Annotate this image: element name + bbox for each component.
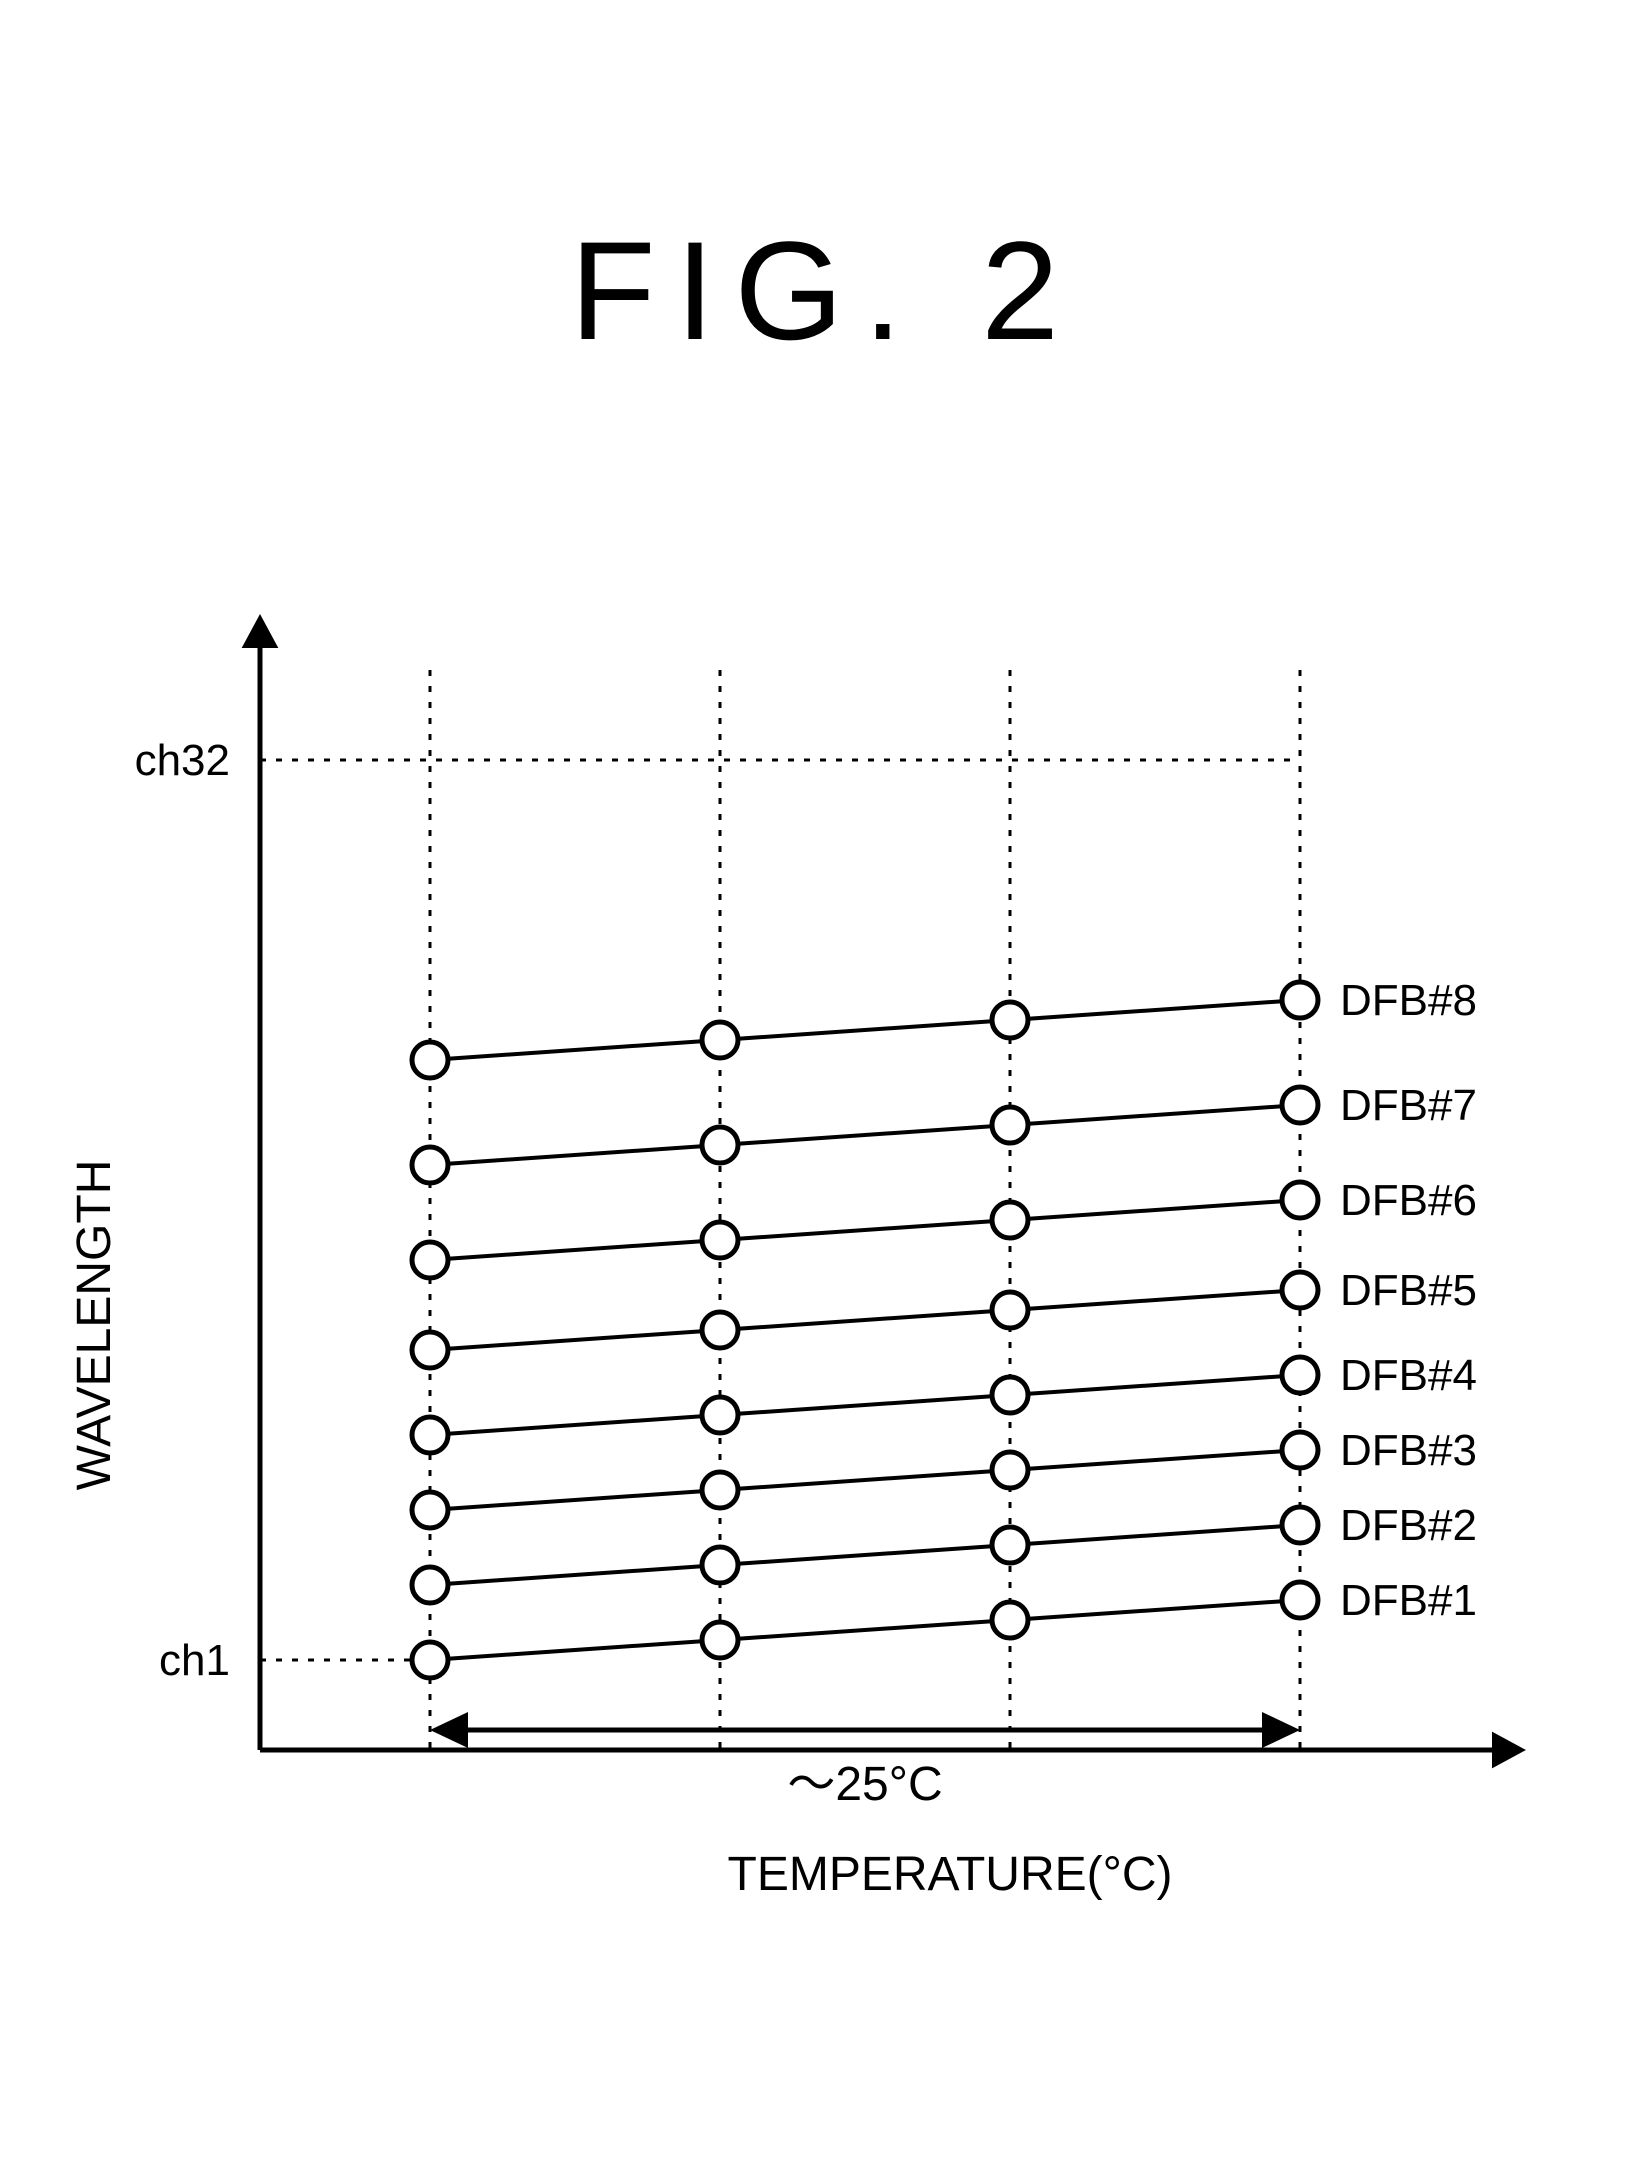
data-marker — [992, 1202, 1028, 1238]
range-label: ～25°C — [787, 1758, 942, 1811]
data-marker — [1282, 1357, 1318, 1393]
data-marker — [702, 1397, 738, 1433]
data-marker — [412, 1332, 448, 1368]
series-line — [430, 1200, 1300, 1260]
data-marker — [1282, 1272, 1318, 1308]
range-arrow-left — [430, 1712, 468, 1748]
figure-title: FIG. 2 — [0, 210, 1649, 372]
data-marker — [702, 1312, 738, 1348]
series-line — [430, 1450, 1300, 1510]
data-marker — [992, 1107, 1028, 1143]
data-marker — [412, 1417, 448, 1453]
ytick-top-label: ch32 — [135, 736, 230, 785]
chart-area: ch32 ch1 WAVELENGTH DFB#1 DFB#2 DFB#3 DFB#4 DFB… — [0, 560, 1649, 2160]
data-marker — [992, 1527, 1028, 1563]
series-line — [430, 1600, 1300, 1660]
series-line — [430, 1290, 1300, 1350]
series-label: DFB#4 — [1340, 1351, 1477, 1400]
data-marker — [702, 1472, 738, 1508]
series-line — [430, 1105, 1300, 1165]
data-marker — [1282, 1182, 1318, 1218]
series-label: DFB#3 — [1340, 1426, 1477, 1475]
data-marker — [412, 1147, 448, 1183]
series-line — [430, 1525, 1300, 1585]
data-marker — [412, 1242, 448, 1278]
data-marker — [412, 1042, 448, 1078]
data-marker — [412, 1492, 448, 1528]
data-marker — [702, 1022, 738, 1058]
series-label: DFB#8 — [1340, 976, 1477, 1025]
y-axis-label: WAVELENGTH — [68, 1160, 121, 1491]
page: FIG. 2 ch32 ch1 WAVELENGTH DFB#1 DFB#2 DFB#3 D… — [0, 0, 1649, 2123]
data-marker — [702, 1622, 738, 1658]
data-marker — [992, 1377, 1028, 1413]
data-marker — [992, 1452, 1028, 1488]
data-marker — [1282, 1087, 1318, 1123]
data-marker — [1282, 982, 1318, 1018]
data-marker — [412, 1567, 448, 1603]
data-marker — [992, 1002, 1028, 1038]
data-marker — [992, 1602, 1028, 1638]
ytick-bottom-label: ch1 — [159, 1636, 230, 1685]
series-line — [430, 1000, 1300, 1060]
series-line — [430, 1375, 1300, 1435]
series-label: DFB#2 — [1340, 1501, 1477, 1550]
data-marker — [992, 1292, 1028, 1328]
data-marker — [702, 1222, 738, 1258]
data-marker — [1282, 1507, 1318, 1543]
x-axis-label: TEMPERATURE(°C) — [728, 1848, 1173, 1901]
series-label: DFB#6 — [1340, 1176, 1477, 1225]
data-marker — [1282, 1582, 1318, 1618]
data-marker — [1282, 1432, 1318, 1468]
series-label: DFB#5 — [1340, 1266, 1477, 1315]
range-arrow-right — [1262, 1712, 1300, 1748]
series-label: DFB#7 — [1340, 1081, 1477, 1130]
data-marker — [702, 1547, 738, 1583]
series-label: DFB#1 — [1340, 1576, 1477, 1625]
data-marker — [702, 1127, 738, 1163]
data-marker — [412, 1642, 448, 1678]
